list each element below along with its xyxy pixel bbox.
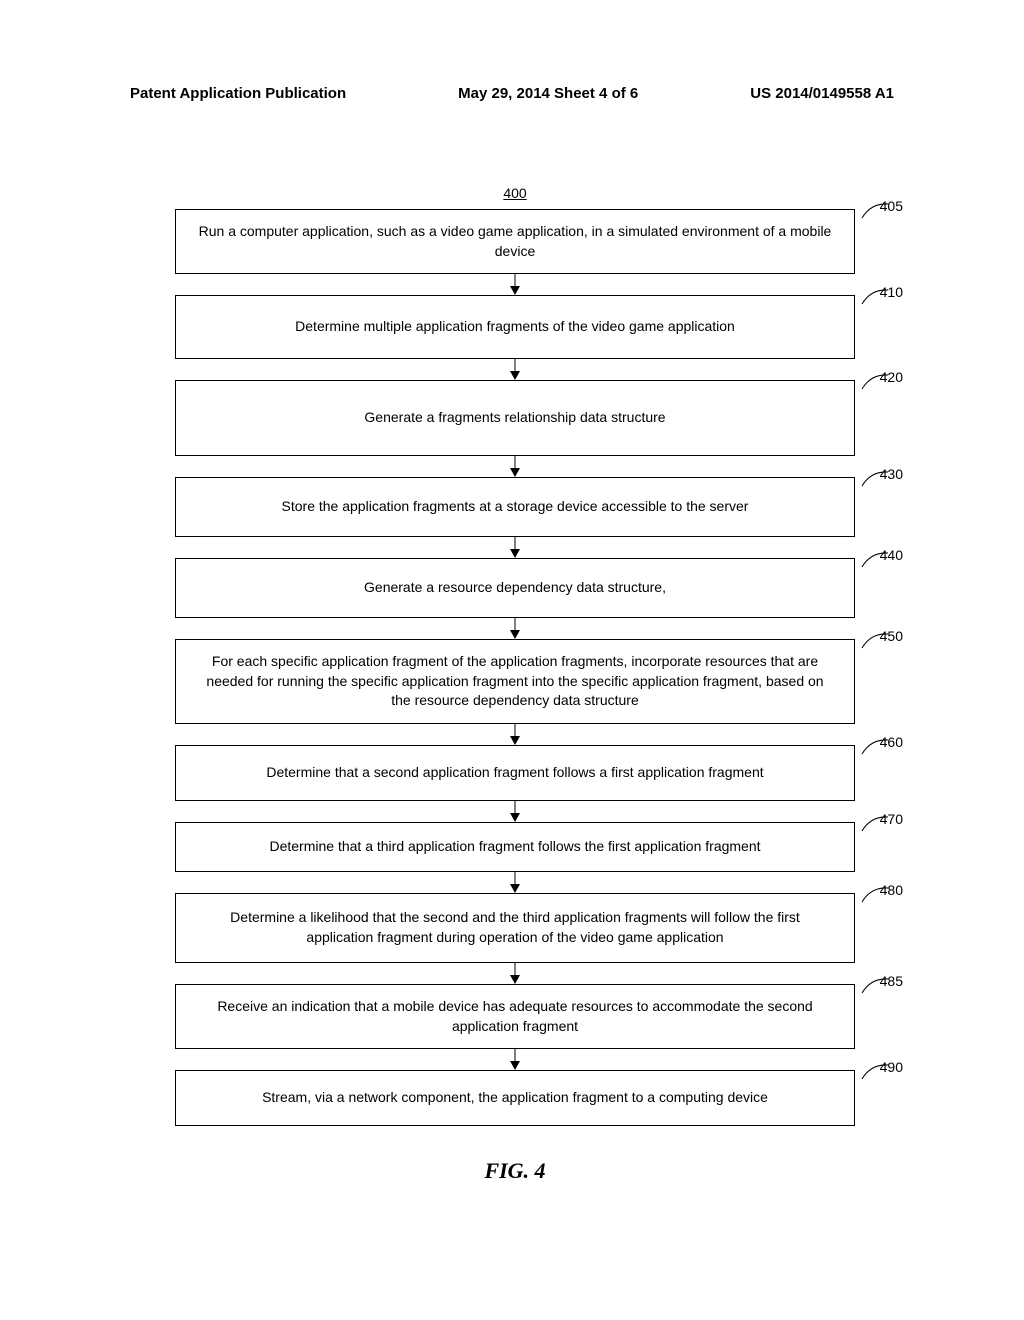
arrow-head-icon — [510, 549, 520, 558]
arrow-head-icon — [510, 286, 520, 295]
arrow-head-icon — [510, 813, 520, 822]
flowchart-step-wrapper: Receive an indication that a mobile devi… — [175, 984, 855, 1049]
flowchart-step-box: For each specific application fragment o… — [175, 639, 855, 724]
flowchart-step-text: Determine that a third application fragm… — [269, 837, 760, 857]
flowchart-step-box: Run a computer application, such as a vi… — [175, 209, 855, 274]
flowchart-step-wrapper: Determine a likelihood that the second a… — [175, 893, 855, 963]
arrow-head-icon — [510, 736, 520, 745]
label-curve-connector — [861, 201, 889, 219]
flowchart-step-text: For each specific application fragment o… — [196, 652, 834, 711]
flowchart-step-text: Receive an indication that a mobile devi… — [196, 997, 834, 1036]
flowchart-arrow-connector — [175, 537, 855, 558]
flowchart-step-wrapper: Determine that a third application fragm… — [175, 822, 855, 872]
flowchart-step-text: Determine that a second application frag… — [266, 763, 763, 783]
label-curve-connector — [861, 976, 889, 994]
flowchart-step-wrapper: For each specific application fragment o… — [175, 639, 855, 724]
flowchart-step-wrapper: Determine multiple application fragments… — [175, 295, 855, 359]
arrow-line — [515, 1049, 516, 1061]
figure-caption: FIG. 4 — [175, 1158, 855, 1184]
flowchart-arrow-connector — [175, 618, 855, 639]
flowchart-step-box: Store the application fragments at a sto… — [175, 477, 855, 537]
flowchart-step-wrapper: Store the application fragments at a sto… — [175, 477, 855, 537]
flowchart-step-box: Stream, via a network component, the app… — [175, 1070, 855, 1126]
flowchart-arrow-connector — [175, 724, 855, 745]
diagram-number-label: 400 — [175, 185, 855, 201]
flowchart-arrow-connector — [175, 359, 855, 380]
label-curve-connector — [861, 814, 889, 832]
label-curve-connector — [861, 1062, 889, 1080]
header-date-sheet: May 29, 2014 Sheet 4 of 6 — [458, 85, 638, 102]
header-publication-title: Patent Application Publication — [130, 85, 346, 102]
flowchart-step-text: Generate a fragments relationship data s… — [364, 408, 665, 428]
flowchart-step-text: Determine a likelihood that the second a… — [196, 908, 834, 947]
arrow-head-icon — [510, 975, 520, 984]
arrow-line — [515, 724, 516, 736]
flowchart-arrow-connector — [175, 1049, 855, 1070]
label-curve-connector — [861, 372, 889, 390]
arrow-head-icon — [510, 371, 520, 380]
arrow-line — [515, 456, 516, 468]
flowchart-arrow-connector — [175, 456, 855, 477]
flowchart-arrow-connector — [175, 963, 855, 984]
flowchart-step-box: Receive an indication that a mobile devi… — [175, 984, 855, 1049]
flowchart-step-text: Stream, via a network component, the app… — [262, 1088, 768, 1108]
flowchart-step-text: Store the application fragments at a sto… — [282, 497, 749, 517]
flowchart-step-wrapper: Stream, via a network component, the app… — [175, 1070, 855, 1126]
flowchart-step-box: Determine multiple application fragments… — [175, 295, 855, 359]
flowchart-step-wrapper: Determine that a second application frag… — [175, 745, 855, 801]
flowchart-step-box: Determine that a third application fragm… — [175, 822, 855, 872]
label-curve-connector — [861, 550, 889, 568]
flowchart-step-wrapper: Generate a fragments relationship data s… — [175, 380, 855, 456]
label-curve-connector — [861, 631, 889, 649]
header-publication-number: US 2014/0149558 A1 — [750, 85, 894, 102]
label-curve-connector — [861, 737, 889, 755]
label-curve-connector — [861, 287, 889, 305]
flowchart-step-wrapper: Run a computer application, such as a vi… — [175, 209, 855, 274]
arrow-head-icon — [510, 1061, 520, 1070]
arrow-head-icon — [510, 884, 520, 893]
flowchart-steps-container: Run a computer application, such as a vi… — [175, 209, 855, 1126]
flowchart-step-text: Generate a resource dependency data stru… — [364, 578, 666, 598]
flowchart-step-box: Generate a fragments relationship data s… — [175, 380, 855, 456]
arrow-line — [515, 618, 516, 630]
flowchart-step-text: Run a computer application, such as a vi… — [196, 222, 834, 261]
arrow-line — [515, 801, 516, 813]
flowchart-diagram: 400 Run a computer application, such as … — [175, 185, 855, 1184]
arrow-line — [515, 963, 516, 975]
flowchart-arrow-connector — [175, 274, 855, 295]
arrow-line — [515, 359, 516, 371]
flowchart-step-box: Determine that a second application frag… — [175, 745, 855, 801]
flowchart-step-box: Generate a resource dependency data stru… — [175, 558, 855, 618]
flowchart-arrow-connector — [175, 801, 855, 822]
label-curve-connector — [861, 469, 889, 487]
flowchart-step-wrapper: Generate a resource dependency data stru… — [175, 558, 855, 618]
label-curve-connector — [861, 885, 889, 903]
flowchart-step-text: Determine multiple application fragments… — [295, 317, 735, 337]
arrow-head-icon — [510, 468, 520, 477]
arrow-head-icon — [510, 630, 520, 639]
page-header: Patent Application Publication May 29, 2… — [0, 85, 1024, 102]
flowchart-step-box: Determine a likelihood that the second a… — [175, 893, 855, 963]
arrow-line — [515, 537, 516, 549]
arrow-line — [515, 274, 516, 286]
flowchart-arrow-connector — [175, 872, 855, 893]
arrow-line — [515, 872, 516, 884]
